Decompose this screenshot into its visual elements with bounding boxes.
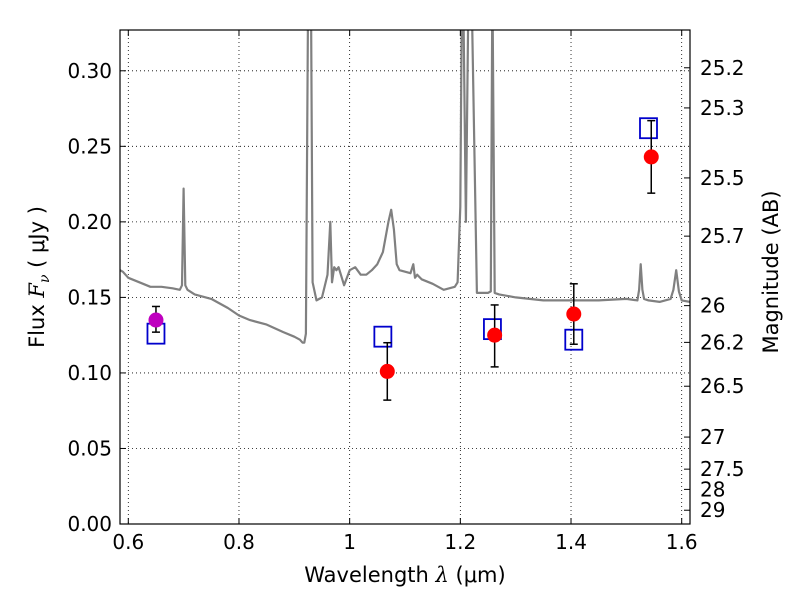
x-tick-label: 1.4	[555, 530, 587, 554]
observed-point	[643, 149, 659, 165]
y-tick-label: 0.15	[67, 285, 112, 309]
y-tick-label: 0.05	[67, 436, 112, 460]
ticks: 0.6 0.8 1 1.2 1.4 1.6 0.00 0.05 0.10 0.15 0.20 0.25…	[67, 30, 745, 554]
plot-frame	[119, 29, 691, 525]
y-tick-label: 0.30	[67, 59, 112, 83]
model-point	[639, 117, 658, 140]
x-axis-label: Wavelength λ (μm)	[304, 563, 505, 587]
model-point	[373, 325, 393, 348]
y-tick-label: 0.20	[67, 210, 112, 234]
data-points	[146, 117, 659, 401]
spectrum-line	[120, 30, 690, 344]
y2-tick-label: 29	[700, 498, 725, 522]
y2-tick-label: 27.5	[700, 457, 745, 481]
y-tick-label: 0.25	[67, 134, 112, 158]
y2-tick-label: 25.2	[700, 56, 745, 80]
y2-tick-label: 26.5	[700, 374, 745, 398]
y-tick-label: 0.00	[67, 512, 112, 536]
y2-tick-label: 26	[700, 294, 725, 318]
y-tick-label: 0.10	[67, 361, 112, 385]
y2-tick-label: 26.2	[700, 330, 745, 354]
x-tick-label: 1	[343, 530, 356, 554]
observed-point	[566, 306, 582, 322]
series	[120, 30, 690, 344]
y-axis-label: Flux Fν ( μJy )	[25, 206, 53, 348]
observed-point	[148, 312, 164, 328]
x-tick-label: 1.6	[666, 530, 698, 554]
grid	[120, 30, 690, 525]
x-tick-label: 0.6	[112, 530, 144, 554]
y2-tick-label: 27	[700, 425, 725, 449]
y2-axis-label: Magnitude (AB)	[759, 190, 783, 353]
y2-tick-label: 25.3	[700, 96, 745, 120]
observed-point	[487, 327, 503, 343]
y2-tick-label: 28	[700, 477, 725, 501]
x-tick-label: 1.2	[444, 530, 476, 554]
y2-tick-label: 25.5	[700, 166, 745, 190]
observed-point	[379, 363, 395, 379]
y2-tick-label: 25.7	[700, 224, 745, 248]
x-tick-label: 0.8	[223, 530, 255, 554]
